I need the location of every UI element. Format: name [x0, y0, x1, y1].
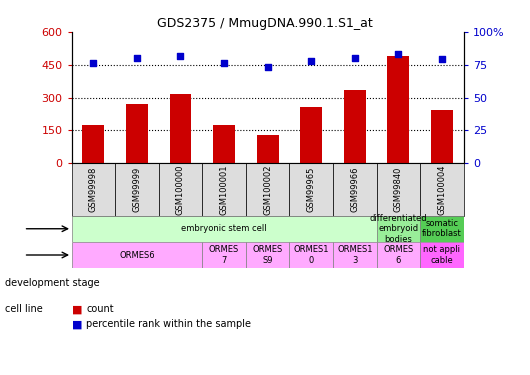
- Bar: [431, 110, 453, 163]
- FancyBboxPatch shape: [420, 242, 464, 268]
- Text: embryonic stem cell: embryonic stem cell: [181, 224, 267, 233]
- Text: ■: ■: [72, 320, 82, 329]
- Point: [176, 53, 185, 58]
- FancyBboxPatch shape: [72, 163, 115, 216]
- FancyBboxPatch shape: [333, 163, 377, 216]
- Text: somatic
fibroblast: somatic fibroblast: [422, 219, 462, 239]
- Text: ORMES
6: ORMES 6: [383, 245, 413, 265]
- FancyBboxPatch shape: [333, 242, 377, 268]
- Text: GSM99966: GSM99966: [350, 166, 359, 212]
- FancyBboxPatch shape: [202, 242, 246, 268]
- FancyBboxPatch shape: [246, 163, 289, 216]
- Text: ORMES
S9: ORMES S9: [252, 245, 283, 265]
- Text: GSM99998: GSM99998: [89, 166, 98, 212]
- Text: GSM99965: GSM99965: [307, 166, 316, 212]
- Text: GSM99999: GSM99999: [132, 167, 142, 212]
- Text: ORMES1
3: ORMES1 3: [337, 245, 373, 265]
- Bar: [301, 107, 322, 163]
- Point: [89, 60, 98, 66]
- Bar: [344, 90, 366, 163]
- Bar: [387, 56, 409, 163]
- Point: [350, 55, 359, 61]
- FancyBboxPatch shape: [420, 216, 464, 242]
- Text: ORMES6: ORMES6: [119, 251, 155, 260]
- Text: GSM100001: GSM100001: [219, 164, 228, 214]
- Point: [220, 60, 228, 66]
- Bar: [257, 135, 279, 163]
- FancyBboxPatch shape: [202, 163, 246, 216]
- FancyBboxPatch shape: [115, 163, 158, 216]
- Point: [132, 55, 141, 61]
- Text: ORMES1
0: ORMES1 0: [294, 245, 329, 265]
- Point: [394, 51, 403, 57]
- Text: ORMES
7: ORMES 7: [209, 245, 239, 265]
- Bar: [213, 125, 235, 163]
- Text: ■: ■: [72, 304, 82, 314]
- FancyBboxPatch shape: [246, 242, 289, 268]
- Text: percentile rank within the sample: percentile rank within the sample: [86, 320, 251, 329]
- FancyBboxPatch shape: [420, 163, 464, 216]
- Text: GSM100000: GSM100000: [176, 164, 185, 214]
- FancyBboxPatch shape: [289, 242, 333, 268]
- Text: GSM100002: GSM100002: [263, 164, 272, 214]
- FancyBboxPatch shape: [72, 242, 202, 268]
- FancyBboxPatch shape: [377, 163, 420, 216]
- Bar: [126, 104, 148, 163]
- Text: GSM100004: GSM100004: [437, 164, 446, 214]
- FancyBboxPatch shape: [289, 163, 333, 216]
- FancyBboxPatch shape: [72, 216, 377, 242]
- Point: [438, 56, 446, 62]
- FancyBboxPatch shape: [377, 242, 420, 268]
- Text: not appli
cable: not appli cable: [423, 245, 461, 265]
- Text: differentiated
embryoid
bodies: differentiated embryoid bodies: [369, 214, 427, 244]
- FancyBboxPatch shape: [377, 216, 420, 242]
- Bar: [170, 94, 191, 163]
- Text: cell line: cell line: [5, 304, 43, 314]
- FancyBboxPatch shape: [158, 163, 202, 216]
- Bar: [83, 125, 104, 163]
- Text: development stage: development stage: [5, 278, 100, 288]
- Text: count: count: [86, 304, 114, 314]
- Text: GDS2375 / MmugDNA.990.1.S1_at: GDS2375 / MmugDNA.990.1.S1_at: [157, 17, 373, 30]
- Point: [307, 58, 315, 64]
- Point: [263, 64, 272, 70]
- Text: GSM99840: GSM99840: [394, 166, 403, 212]
